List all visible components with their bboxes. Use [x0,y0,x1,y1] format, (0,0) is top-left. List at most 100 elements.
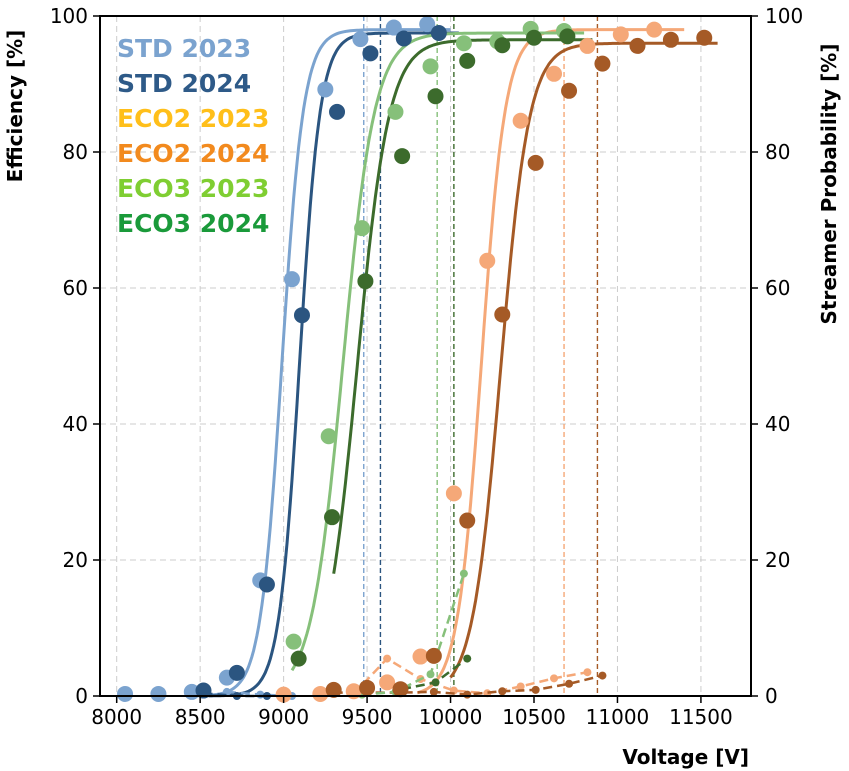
efficiency-point-eco2-2023 [512,112,529,129]
efficiency-point-eco3-2024 [290,650,307,667]
fit-curve-eco2-2024 [449,41,718,679]
streamer-point-eco3-2023 [426,670,435,679]
legend-entry-eco3-2023: ECO3 2023 [117,174,269,203]
streamer-point-eco2-2024 [498,687,507,696]
efficiency-point-eco3-2024 [324,509,341,526]
efficiency-point-eco2-2024 [662,31,679,48]
plot-frame [99,15,752,697]
x-tick-label: 10500 [502,705,566,729]
efficiency-point-eco2-2024 [392,681,409,698]
working-point-lines [363,16,599,696]
efficiency-point-eco2-2023 [646,21,663,38]
x-tick-label: 10000 [419,705,483,729]
streamer-point-eco2-2023 [516,682,525,691]
efficiency-point-eco3-2024 [427,88,444,105]
legend-entry-eco2-2023: ECO2 2023 [117,104,269,133]
efficiency-point-eco2-2023 [275,686,292,703]
x-tick-label: 8500 [175,705,226,729]
streamer-point-eco2-2024 [429,687,438,696]
x-tick-label: 11500 [669,705,733,729]
efficiency-point-eco2-2023 [479,252,496,269]
y2-tick-label: 60 [765,276,790,300]
efficiency-point-eco2-2023 [579,37,596,54]
efficiency-point-eco2-2024 [359,679,376,696]
y2-tick-label: 40 [765,412,790,436]
streamer-point-eco2-2024 [565,679,574,688]
streamer-point-eco3-2024 [431,678,440,687]
efficiency-point-std-2024 [293,307,310,324]
efficiency-point-eco3-2023 [285,633,302,650]
efficiency-point-std-2023 [352,31,369,48]
y2-axis-label: Streamer Probability [%] [817,44,841,325]
fit-curve-eco3-2023 [290,31,585,672]
fit-curves [191,28,718,698]
efficiency-point-eco3-2024 [459,52,476,69]
efficiency-point-eco2-2023 [445,485,462,502]
efficiency-point-eco2-2023 [312,685,329,702]
efficiency-point-eco2-2024 [459,512,476,529]
efficiency-point-eco2-2024 [594,55,611,72]
y2-tick-label: 100 [765,4,803,28]
streamer-point-eco2-2024 [598,671,607,680]
efficiency-point-eco3-2023 [387,103,404,120]
y-tick-label: 0 [75,684,88,708]
y-tick-label: 80 [63,140,88,164]
y-tick-label: 20 [63,548,88,572]
y2-tick-label: 0 [765,684,778,708]
y2-tick-label: 20 [765,548,790,572]
y-tick-label: 60 [63,276,88,300]
efficiency-point-eco2-2024 [561,82,578,99]
streamer-point-eco2-2023 [550,674,559,683]
efficiency-point-eco3-2023 [455,35,472,52]
efficiency-point-eco3-2024 [494,37,511,54]
efficiency-point-eco2-2023 [412,648,429,665]
streamer-point-eco3-2024 [463,654,472,663]
efficiency-point-eco2-2023 [379,674,396,691]
legend: STD 2023 STD 2024 ECO2 2023 ECO2 2024 ECO3 2… [117,34,269,238]
x-tick-label: 8000 [91,705,142,729]
efficiency-point-eco2-2024 [527,154,544,171]
efficiency-point-std-2023 [317,81,334,98]
legend-entry-eco3-2024: ECO3 2024 [117,209,269,238]
legend-entry-std-2023: STD 2023 [117,34,251,63]
streamer-point-eco3-2023 [459,569,468,578]
efficiency-point-eco2-2024 [494,306,511,323]
efficiency-point-eco2-2024 [325,681,342,698]
efficiency-point-eco2-2023 [546,65,563,82]
efficiency-point-std-2024 [395,30,412,47]
efficiency-point-eco3-2024 [357,273,374,290]
efficiency-point-eco2-2023 [612,26,629,43]
streamer-point-eco2-2024 [463,690,472,699]
streamer-point-eco2-2024 [531,685,540,694]
fit-curve-std-2024 [208,31,459,698]
streamer-point-eco2-2023 [383,654,392,663]
efficiency-point-eco2-2024 [629,37,646,54]
x-axis-label: Voltage [V] [622,745,749,769]
streamer-point-eco2-2023 [583,668,592,677]
efficiency-point-std-2023 [419,16,436,33]
y-tick-label: 100 [50,4,88,28]
efficiency-point-eco3-2024 [559,28,576,45]
efficiency-point-std-2023 [150,685,167,702]
x-tick-label: 9000 [258,705,309,729]
efficiency-point-std-2023 [385,19,402,36]
efficiency-point-eco3-2023 [320,428,337,445]
efficiency-point-std-2024 [228,664,245,681]
y-tick-label: 40 [63,412,88,436]
y2-tick-label: 80 [765,140,790,164]
efficiency-point-std-2024 [362,45,379,62]
efficiency-point-eco3-2024 [394,148,411,165]
x-tick-label: 9500 [342,705,393,729]
efficiency-point-std-2024 [430,25,447,41]
legend-entry-eco2-2024: ECO2 2024 [117,139,269,168]
streamer-line-eco3-2023 [361,573,466,696]
efficiency-point-eco3-2023 [422,58,439,75]
efficiency-point-eco2-2024 [425,647,442,664]
axis-ticks: 8000 8500 9000 9500 10000 10500 11000 11500 0 0 20… [50,4,803,729]
efficiency-point-std-2024 [195,682,212,699]
legend-entry-std-2024: STD 2024 [117,69,251,98]
efficiency-point-std-2023 [117,685,134,702]
y-axis-label: Efficiency [%] [3,30,27,183]
efficiency-point-std-2024 [329,103,346,120]
